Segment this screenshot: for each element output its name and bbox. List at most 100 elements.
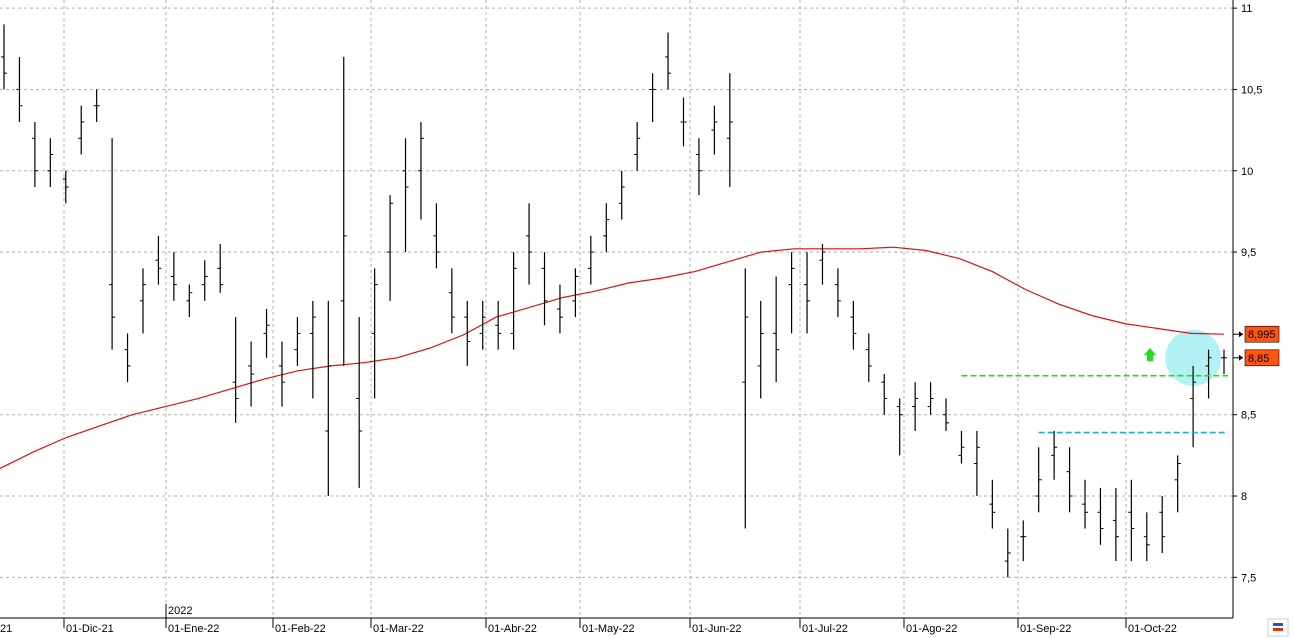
highlight-circle: [1165, 329, 1222, 386]
price-bar: [572, 268, 579, 318]
price-bar: [479, 300, 486, 350]
x-tick-label: 01-Ene-22: [168, 623, 219, 635]
price-bar: [16, 56, 23, 122]
price-bar: [634, 121, 641, 171]
price-badge: 8,85: [1233, 349, 1280, 367]
x-tick-label: 01-Mar-22: [373, 623, 424, 635]
price-bar: [325, 300, 332, 497]
price-bar: [804, 252, 811, 334]
price-bar: [387, 195, 394, 301]
moving-average-line: [0, 246, 1225, 469]
x-tick-label: 01-Ago-22: [906, 623, 957, 635]
x-tick-label: 01-Dic-21: [66, 623, 114, 635]
price-bar: [665, 32, 672, 90]
price-bar: [186, 284, 193, 318]
price-bar: [1205, 349, 1212, 399]
price-bar: [788, 252, 795, 334]
corner-logo-icon[interactable]: [1267, 618, 1289, 637]
price-bar: [896, 398, 903, 456]
moving-average-layer: [0, 246, 1225, 469]
price-bar: [865, 333, 872, 383]
x-tick-label: 01-Jun-22: [692, 623, 742, 635]
price-badge: 8,995: [1233, 325, 1280, 343]
price-bar: [726, 73, 733, 188]
price-bar: [47, 138, 54, 188]
price-bar: [958, 430, 965, 464]
price-bar: [1128, 479, 1135, 562]
price-bar: [649, 73, 656, 122]
price-bar: [1020, 520, 1027, 562]
up-arrow-icon: [1144, 348, 1156, 361]
price-bar: [556, 284, 563, 334]
price-bar: [695, 138, 702, 196]
x-tick-label: 21: [0, 623, 12, 635]
price-bar: [587, 235, 594, 285]
badge-arrow: [1239, 354, 1243, 361]
price-bar: [1159, 496, 1166, 553]
y-tick-label: 9,5: [1241, 247, 1256, 259]
price-bar: [881, 374, 888, 415]
price-bar: [78, 105, 85, 155]
price-bar: [93, 89, 100, 122]
price-bar: [294, 317, 301, 366]
price-bar: [1097, 487, 1104, 545]
price-bar: [1190, 365, 1197, 448]
price-bar: [1035, 447, 1042, 513]
price-bar: [1004, 528, 1011, 578]
price-bar: [356, 317, 363, 488]
price-bar: [417, 121, 424, 220]
price-bar: [340, 56, 347, 366]
price-bar: [912, 382, 919, 431]
y-tick-label: 11: [1241, 3, 1252, 15]
price-bar: [232, 317, 239, 423]
price-bar: [1143, 512, 1150, 562]
price-bar: [263, 309, 270, 358]
price-bar: [402, 138, 409, 253]
price-bar: [1174, 455, 1181, 513]
price-bar: [433, 203, 440, 269]
price-bar: [155, 235, 162, 285]
price-bars: [1, 24, 1227, 578]
badge-label: 8,995: [1248, 329, 1276, 341]
price-bar: [124, 333, 131, 383]
price-bar: [680, 97, 687, 147]
price-bar: [927, 382, 934, 415]
year-label: 2022: [168, 605, 192, 617]
price-bar: [1, 24, 7, 90]
badge-arrow: [1239, 331, 1243, 338]
x-axis-band: [0, 619, 1233, 638]
price-bar: [773, 276, 780, 383]
price-bar: [278, 341, 285, 407]
badge-box: [1244, 325, 1280, 343]
price-bar: [31, 121, 38, 188]
x-tick-label: 01-Oct-22: [1128, 623, 1177, 635]
price-bar: [248, 341, 255, 407]
price-bar: [170, 252, 177, 301]
price-bar: [371, 268, 378, 399]
x-tick-label: 01-Abr-22: [488, 623, 537, 635]
y-tick-label: 10,5: [1241, 84, 1262, 96]
price-bar: [62, 170, 69, 204]
x-axis: 2022 21 01-Dic-21 01-Ene-22 01-Feb-22 01-Mar…: [0, 604, 1233, 638]
price-bar: [1051, 430, 1058, 480]
x-tick-label: 01-Sep-22: [1020, 623, 1071, 635]
support-lines: [961, 374, 1228, 434]
price-bar: [819, 243, 826, 285]
price-bar: [201, 260, 208, 301]
price-bar: [618, 170, 625, 220]
price-bar: [1221, 349, 1227, 375]
price-bar: [526, 203, 533, 285]
y-tick-label: 7,5: [1241, 572, 1256, 584]
price-bar: [1082, 479, 1089, 529]
price-bar: [309, 300, 316, 399]
price-bar: [510, 252, 517, 350]
price-bar: [464, 300, 471, 366]
price-bar: [109, 138, 116, 350]
price-bar: [1066, 447, 1073, 513]
x-tick-label: 01-May-22: [582, 623, 635, 635]
price-bar: [943, 398, 950, 431]
highlight-layer: [1165, 329, 1222, 386]
grid-lines: [0, 0, 1233, 618]
price-bar: [1112, 487, 1119, 562]
y-axis: 7,5 8 8,5 9,5 10 10,5 11: [1232, 0, 1262, 618]
